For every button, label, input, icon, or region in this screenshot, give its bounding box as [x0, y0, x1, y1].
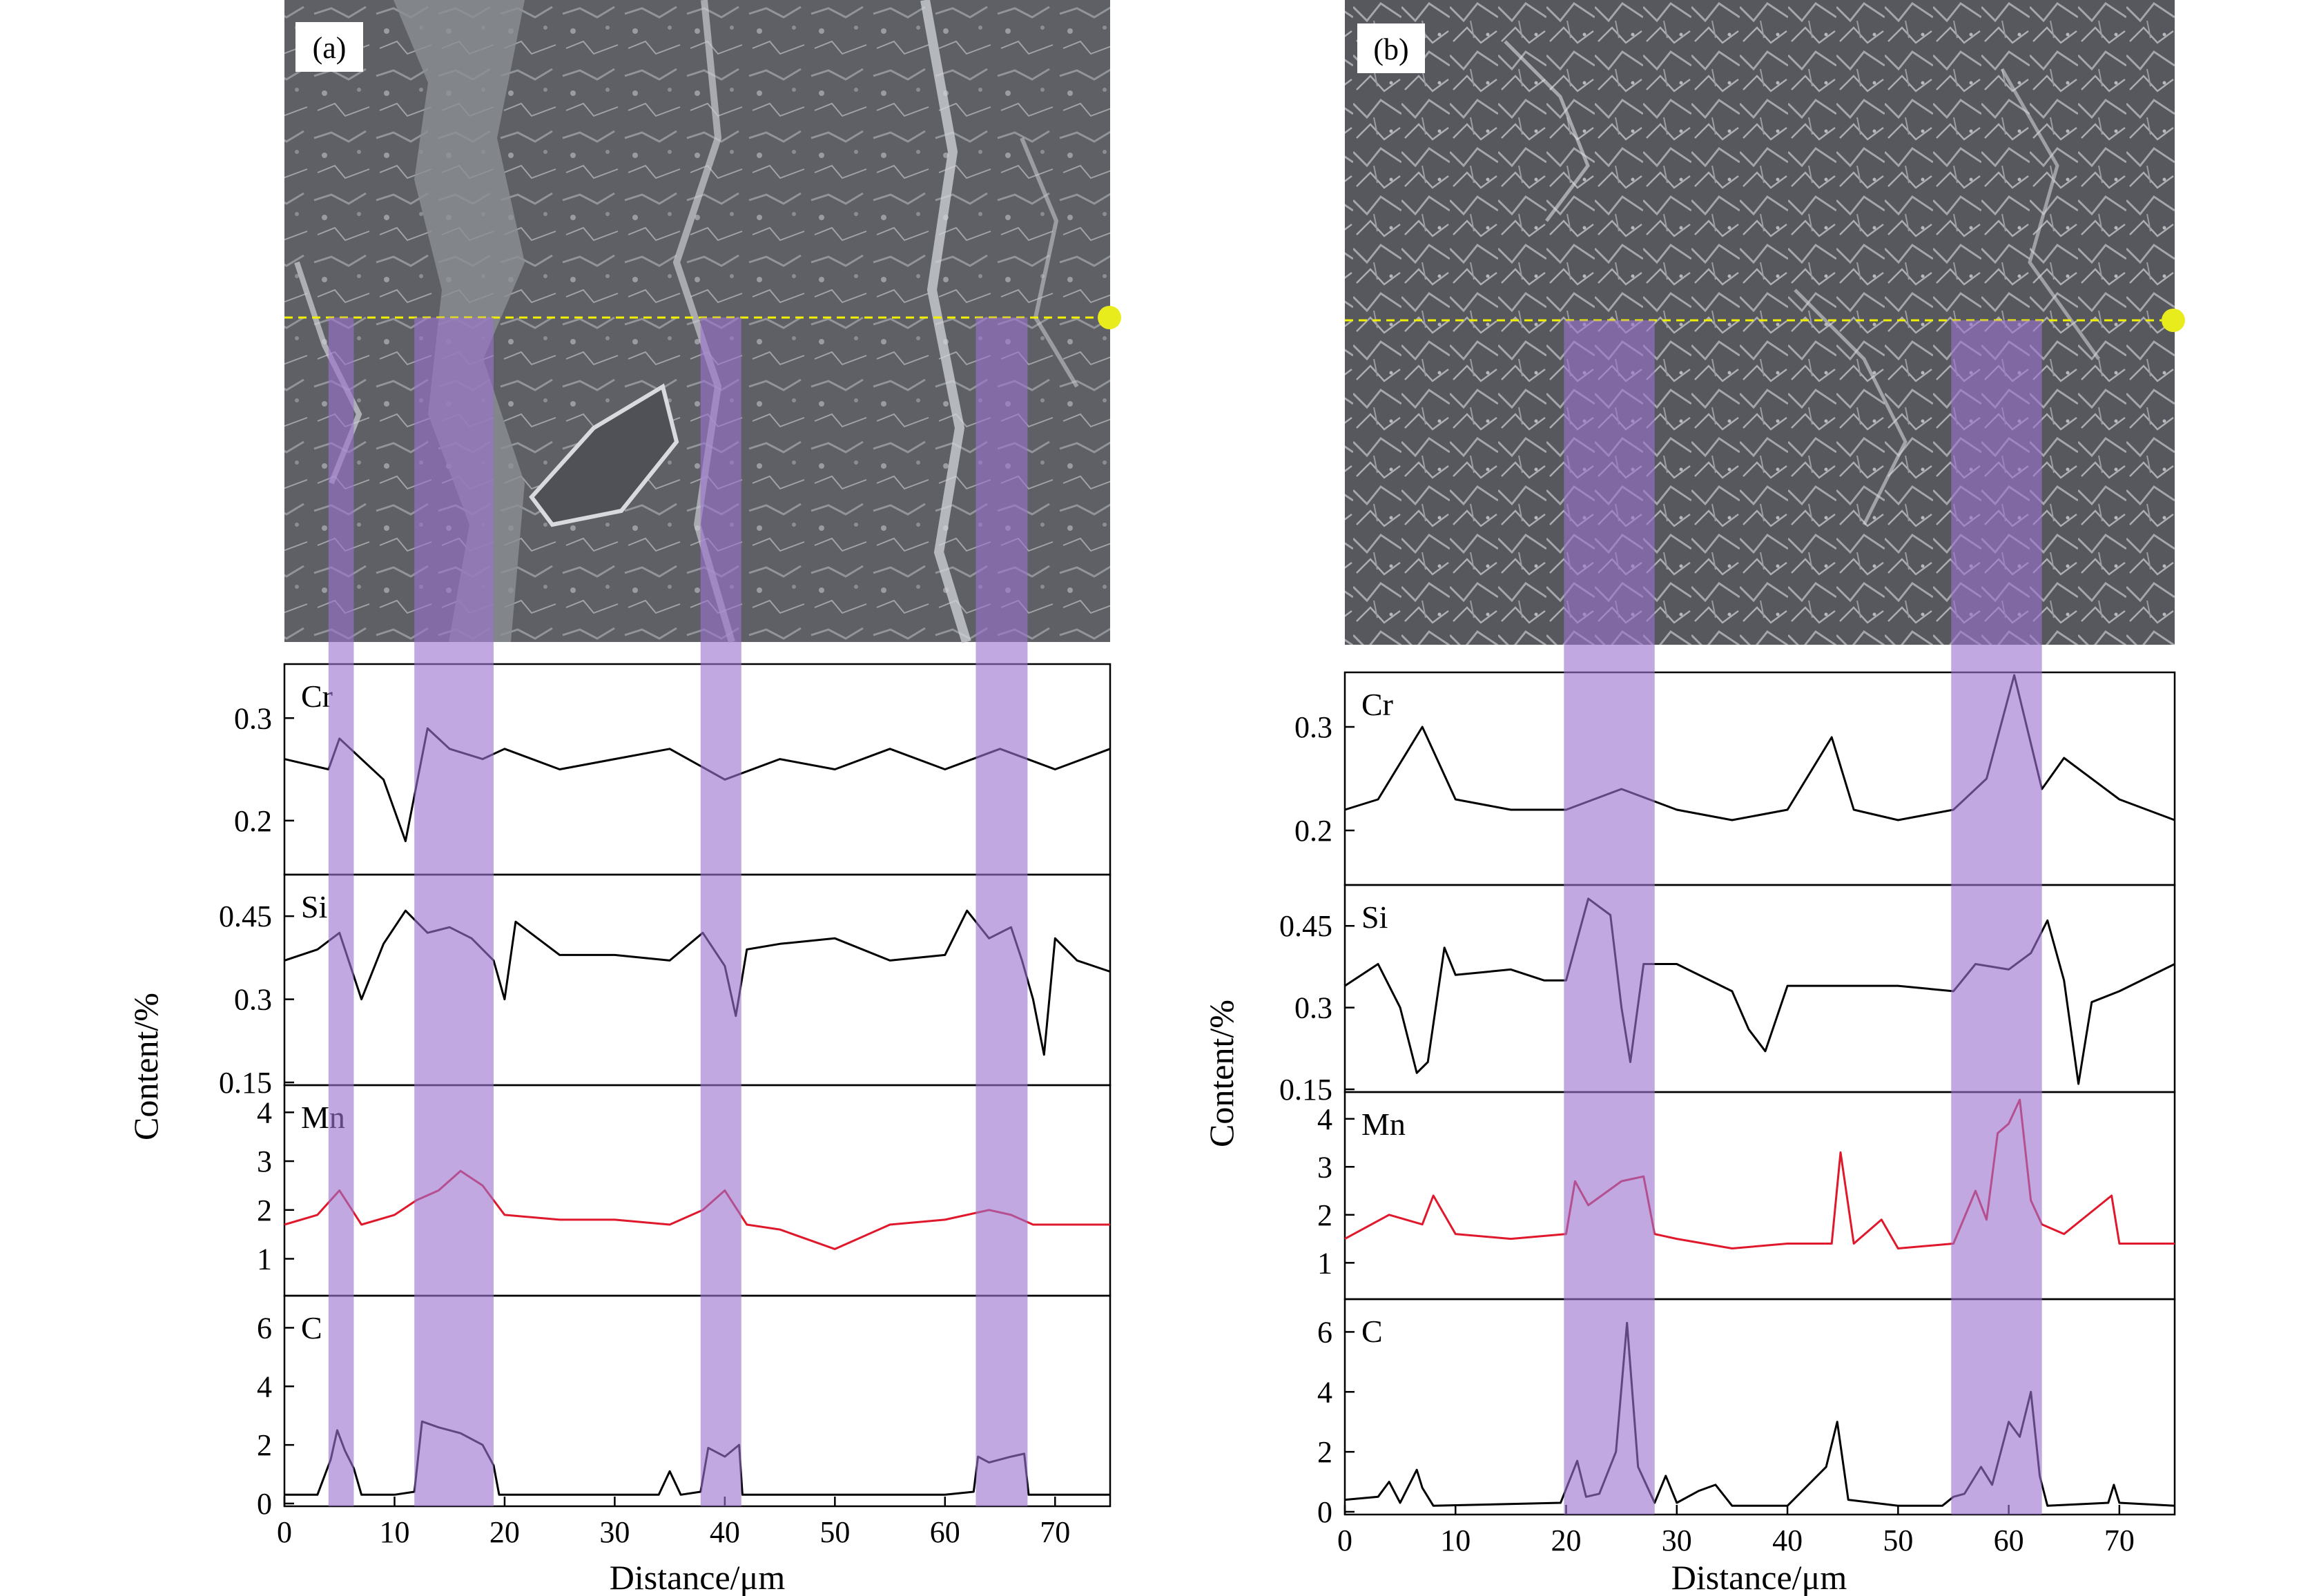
highlight-band: [700, 318, 741, 1506]
x-tick-label: 70: [1040, 1515, 1070, 1549]
element-label-si: Si: [1361, 899, 1388, 935]
x-tick-label: 60: [930, 1515, 960, 1549]
highlight-bands-a: [328, 318, 1028, 1506]
series-line-mn: [1344, 1098, 2175, 1249]
y-tick-label: 6: [1317, 1315, 1332, 1349]
y-tick-label: 0: [1317, 1495, 1332, 1529]
y-tick-label: 4: [257, 1096, 272, 1129]
x-tick-label: 10: [1440, 1524, 1471, 1557]
element-label-c: C: [1361, 1314, 1383, 1349]
series-line-cr: [1344, 674, 2175, 821]
y-tick-label: 2: [257, 1194, 272, 1227]
x-tick-label: 50: [1883, 1524, 1913, 1557]
series-line-c: [1344, 1321, 2175, 1507]
panel-label-a-text: (a): [313, 31, 347, 65]
x-tick-label: 10: [379, 1515, 409, 1549]
x-tick-label: 0: [1337, 1524, 1352, 1557]
x-tick-label: 0: [277, 1515, 292, 1549]
x-tick-label: 30: [599, 1515, 630, 1549]
subplot-c-a: 0 2 4 6 C 0 10 20 30 40 50 60 70: [257, 1294, 1112, 1549]
y-tick-label: 4: [257, 1370, 272, 1403]
subplot-mn-b: 1 2 3 4 Mn: [1317, 1091, 2176, 1301]
y-tick-label: 0.3: [234, 701, 272, 735]
element-label-cr: Cr: [1361, 687, 1393, 722]
x-axis-title-a: Distance/μm: [610, 1558, 786, 1596]
x-tick-label: 60: [1994, 1524, 2024, 1557]
element-label-si: Si: [301, 889, 327, 924]
y-tick-label: 0.45: [219, 899, 272, 933]
y-tick-label: 3: [1317, 1150, 1332, 1184]
y-tick-label: 0.3: [1294, 991, 1332, 1025]
y-tick-label: 0.2: [1294, 814, 1332, 848]
panel-label-a: (a): [295, 22, 363, 72]
y-tick-label: 2: [257, 1428, 272, 1462]
x-tick-label: 40: [1772, 1524, 1803, 1557]
y-tick-label: 0.2: [234, 804, 272, 838]
highlight-band: [976, 318, 1028, 1506]
y-tick-label: 4: [1317, 1102, 1332, 1136]
y-tick-label: 0: [257, 1487, 272, 1521]
y-tick-label: 3: [257, 1145, 272, 1178]
y-tick-label: 1: [257, 1243, 272, 1276]
element-label-cr: Cr: [301, 679, 333, 714]
y-tick-label: 0.45: [1279, 909, 1332, 943]
highlight-band: [328, 318, 354, 1506]
line-scan-plots-b: 0.2 0.3 Cr 0.15 0.3 0.45 Si 1 2 3 4 Mn 0 2 4 6 C 0 10 20 30 4…: [1279, 671, 2176, 1557]
y-tick-label: 0.3: [234, 983, 272, 1017]
highlight-bands-b: [1564, 320, 2042, 1515]
panel-label-b-text: (b): [1373, 32, 1408, 66]
subplot-frame: [1343, 1091, 2176, 1301]
element-label-c: C: [301, 1310, 322, 1345]
scan-marker-b: [2162, 309, 2185, 332]
series-line-si: [1344, 897, 2175, 1085]
x-tick-label: 30: [1662, 1524, 1692, 1557]
x-tick-label: 70: [2104, 1524, 2135, 1557]
subplot-frame: [1343, 884, 2176, 1093]
x-tick-label: 40: [710, 1515, 740, 1549]
scan-marker-a: [1098, 306, 1121, 329]
subplot-si-b: 0.15 0.3 0.45 Si: [1279, 884, 2176, 1107]
highlight-band: [414, 318, 494, 1506]
subplot-cr-b: 0.2 0.3 Cr: [1294, 671, 2176, 886]
highlight-band: [1564, 320, 1655, 1515]
y-tick-label: 2: [1317, 1198, 1332, 1232]
y-tick-label: 0.15: [1279, 1073, 1332, 1107]
sem-image-b: [1345, 0, 2175, 645]
highlight-band: [1951, 320, 2042, 1515]
y-axis-title-a: Content/%: [126, 993, 165, 1140]
y-tick-label: 2: [1317, 1435, 1332, 1469]
y-tick-label: 4: [1317, 1375, 1332, 1409]
y-tick-label: 0.3: [1294, 710, 1332, 744]
subplot-frame: [283, 1294, 1112, 1508]
series-line-cr: [284, 727, 1111, 842]
y-tick-label: 1: [1317, 1246, 1332, 1280]
x-tick-label: 20: [489, 1515, 520, 1549]
subplot-c-b: 0 2 4 6 C 0 10 20 30 40 50 60 70: [1317, 1298, 2176, 1557]
y-tick-label: 0.15: [219, 1066, 272, 1100]
element-label-mn: Mn: [1361, 1107, 1406, 1142]
y-tick-label: 6: [257, 1311, 272, 1345]
x-tick-label: 20: [1551, 1524, 1582, 1557]
y-axis-title-b: Content/%: [1202, 1000, 1241, 1147]
panel-label-b: (b): [1357, 23, 1425, 73]
subplot-frame: [1343, 1298, 2176, 1516]
x-axis-title-b: Distance/μm: [1671, 1558, 1847, 1596]
x-tick-label: 50: [819, 1515, 850, 1549]
